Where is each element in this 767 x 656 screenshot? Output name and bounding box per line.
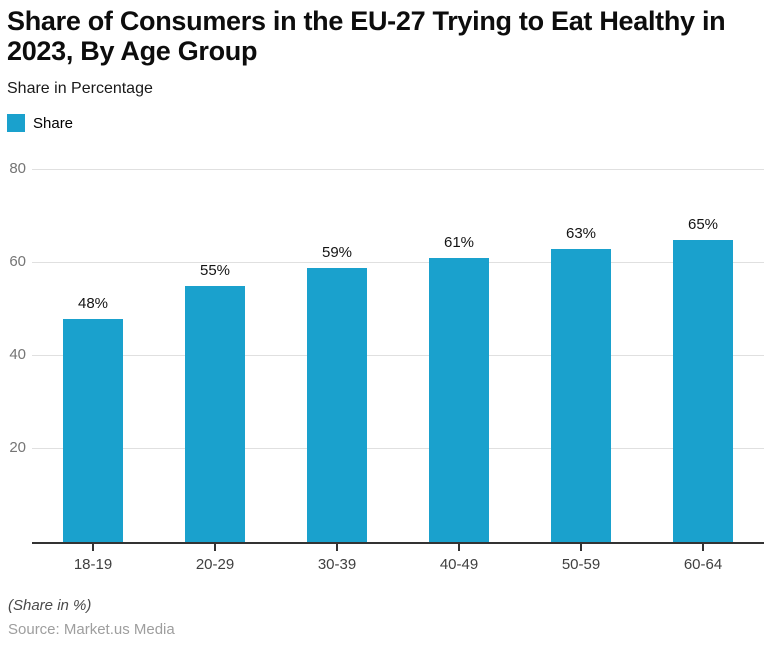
x-axis-tick [92,544,94,551]
gridline: 40 [9,346,764,363]
bar-bands: 48% 55% 59% 61% 63% 65% [32,148,764,551]
gridline: 20 [9,439,764,456]
category-band: 59% [276,148,398,551]
x-axis-label: 50-59 [561,556,601,573]
value-label: 55% [199,262,231,280]
legend-swatch-icon [7,114,25,132]
value-label: 63% [565,225,597,243]
x-axis-tick [214,544,216,551]
bar-40-49[interactable] [429,258,489,542]
chart-legend: Share [7,114,757,132]
value-label: 48% [77,294,109,312]
source-credit: Source: Market.us Media [8,621,175,638]
x-axis-label: 18-19 [73,556,113,573]
bar-60-64[interactable] [673,239,733,542]
plot-area: 20 40 60 80 48% 55% 59% 61% 63% 65% [9,148,764,551]
category-band: 63% [520,148,642,551]
title-line-2: 2023, By Age Group [7,36,258,66]
bar-20-29[interactable] [185,286,245,542]
x-axis-label: 20-29 [195,556,235,573]
x-axis-tick [702,544,704,551]
legend-item-share[interactable]: Share [7,114,73,132]
chart-subtitle: Share in Percentage [7,80,153,97]
legend-label: Share [33,114,74,132]
page-title: Share of Consumers in the EU-27 Trying t… [7,6,757,66]
bar-18-19[interactable] [63,318,123,542]
title-line-1: Share of Consumers in the EU-27 Trying t… [7,6,726,36]
x-axis-label: 30-39 [317,556,357,573]
category-band: 61% [398,148,520,551]
unit-note: (Share in %) [8,597,92,614]
bar-30-39[interactable] [307,267,367,542]
bar-chart: 20 40 60 80 48% 55% 59% 61% 63% 65% 18-19 20-29 30-… [9,148,764,573]
y-tick-label: 40 [9,346,26,363]
chart-header: Share of Consumers in the EU-27 Trying t… [0,0,767,132]
category-band: 55% [154,148,276,551]
x-axis-label: 60-64 [683,556,723,573]
category-band: 65% [642,148,764,551]
x-axis-label: 40-49 [439,556,479,573]
bar-50-59[interactable] [551,249,611,542]
y-tick-label: 20 [9,439,26,456]
gridline: 60 [9,253,764,270]
y-tick-label: 80 [9,160,26,177]
value-label: 61% [443,234,475,252]
x-axis-tick [336,544,338,551]
y-tick-label: 60 [9,253,26,270]
value-label: 59% [321,243,353,261]
category-band: 48% [32,148,154,551]
x-axis-tick [580,544,582,551]
x-axis-tick [458,544,460,551]
gridline: 80 [9,160,764,177]
chart-footer: (Share in %) Source: Market.us Media [8,597,767,638]
x-axis-labels: 18-19 20-29 30-39 40-49 50-59 60-64 [32,556,764,573]
value-label: 65% [687,215,719,233]
